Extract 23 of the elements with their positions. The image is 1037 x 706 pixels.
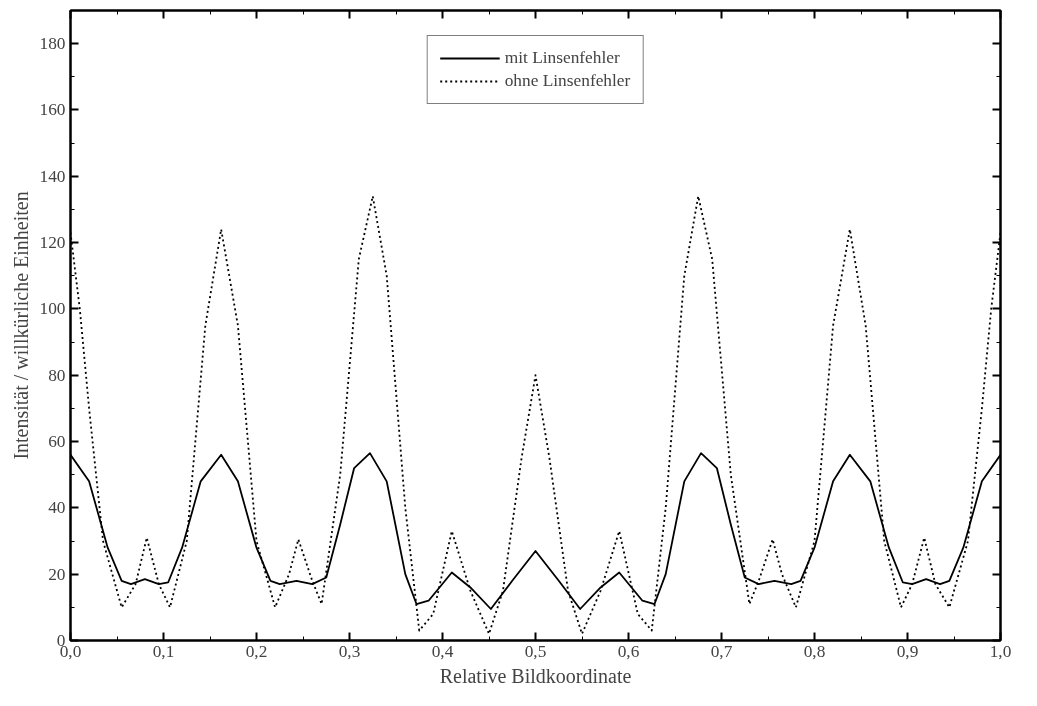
x-tick-label: 0,6 bbox=[617, 641, 640, 661]
x-tick-label: 0,3 bbox=[338, 641, 361, 661]
x-tick-label: 0,4 bbox=[431, 641, 454, 661]
y-tick-label: 140 bbox=[39, 166, 66, 186]
x-tick-label: 0,1 bbox=[152, 641, 175, 661]
y-tick-label: 40 bbox=[48, 498, 66, 518]
x-tick-label: 0,7 bbox=[710, 641, 733, 661]
y-tick-label: 80 bbox=[48, 365, 66, 385]
x-axis-title: Relative Bildkoordinate bbox=[439, 664, 632, 687]
y-tick-label: 120 bbox=[39, 233, 66, 253]
x-tick-label: 0,8 bbox=[803, 641, 826, 661]
y-tick-label: 100 bbox=[39, 299, 66, 319]
legend-label: ohne Linsenfehler bbox=[504, 71, 631, 91]
legend-label: mit Linsenfehler bbox=[504, 48, 620, 68]
x-tick-label: 1,0 bbox=[989, 641, 1012, 661]
y-tick-label: 160 bbox=[39, 100, 66, 120]
y-tick-label: 20 bbox=[48, 564, 66, 584]
x-tick-label: 0,9 bbox=[896, 641, 919, 661]
x-tick-label: 0,2 bbox=[245, 641, 268, 661]
y-tick-label: 60 bbox=[48, 432, 66, 452]
y-axis-title: Intensität / willkürliche Einheiten bbox=[9, 191, 32, 460]
y-tick-label: 180 bbox=[39, 34, 66, 54]
x-tick-label: 0,5 bbox=[524, 641, 547, 661]
